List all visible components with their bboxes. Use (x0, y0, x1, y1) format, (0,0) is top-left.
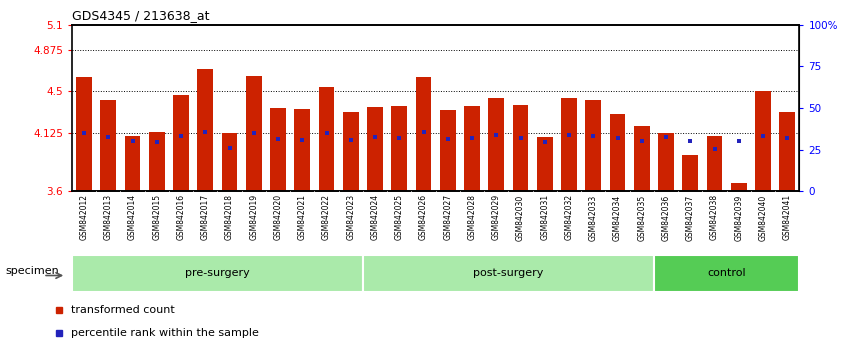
Bar (585, 100, 602, 191)
Text: GSM842027: GSM842027 (443, 194, 453, 240)
Text: GSM842035: GSM842035 (637, 194, 646, 240)
Text: GSM842019: GSM842019 (250, 194, 258, 240)
Bar (488, 98, 504, 191)
Bar (658, 133, 674, 191)
Text: GSM842034: GSM842034 (613, 194, 622, 240)
Bar (367, 107, 383, 191)
Bar (294, 109, 310, 191)
Text: GSM842039: GSM842039 (734, 194, 744, 240)
Bar (513, 105, 529, 191)
Bar (654, 255, 799, 292)
Bar (706, 136, 722, 191)
Text: GSM842040: GSM842040 (759, 194, 767, 240)
Text: GSM842017: GSM842017 (201, 194, 210, 240)
Text: GSM842020: GSM842020 (273, 194, 283, 240)
Text: GSM842021: GSM842021 (298, 194, 307, 240)
Text: control: control (707, 268, 746, 279)
Bar (415, 77, 431, 191)
Text: GSM842012: GSM842012 (80, 194, 89, 240)
Text: GSM842031: GSM842031 (541, 194, 549, 240)
Bar (440, 110, 456, 191)
Bar (779, 113, 795, 191)
Bar (363, 255, 654, 292)
Bar (222, 133, 238, 191)
Bar (76, 77, 92, 191)
Text: GSM842022: GSM842022 (322, 194, 331, 240)
Text: GSM842014: GSM842014 (128, 194, 137, 240)
Text: GSM842024: GSM842024 (371, 194, 380, 240)
Text: pre-surgery: pre-surgery (185, 268, 250, 279)
Text: GSM842018: GSM842018 (225, 194, 234, 240)
Bar (755, 91, 771, 191)
Bar (246, 76, 261, 191)
Text: GSM842037: GSM842037 (686, 194, 695, 240)
Bar (197, 69, 213, 191)
Text: GDS4345 / 213638_at: GDS4345 / 213638_at (72, 9, 210, 22)
Text: GSM842028: GSM842028 (468, 194, 476, 240)
Bar (72, 255, 363, 292)
Text: GSM842025: GSM842025 (395, 194, 404, 240)
Text: GSM842032: GSM842032 (564, 194, 574, 240)
Text: post-surgery: post-surgery (473, 268, 544, 279)
Bar (270, 108, 286, 191)
Text: GSM842033: GSM842033 (589, 194, 598, 240)
Text: specimen: specimen (6, 267, 59, 276)
Bar (124, 136, 140, 191)
Text: GSM842026: GSM842026 (419, 194, 428, 240)
Text: GSM842030: GSM842030 (516, 194, 525, 240)
Bar (343, 113, 359, 191)
Bar (101, 100, 116, 191)
Bar (464, 106, 480, 191)
Bar (634, 126, 650, 191)
Bar (683, 155, 698, 191)
Text: percentile rank within the sample: percentile rank within the sample (71, 328, 259, 338)
Text: GSM842038: GSM842038 (710, 194, 719, 240)
Bar (319, 87, 334, 191)
Text: GSM842029: GSM842029 (492, 194, 501, 240)
Bar (173, 95, 189, 191)
Text: GSM842016: GSM842016 (177, 194, 185, 240)
Bar (561, 98, 577, 191)
Text: GSM842041: GSM842041 (783, 194, 792, 240)
Bar (537, 137, 552, 191)
Text: GSM842015: GSM842015 (152, 194, 162, 240)
Text: GSM842013: GSM842013 (104, 194, 113, 240)
Text: transformed count: transformed count (71, 305, 175, 315)
Text: GSM842036: GSM842036 (662, 194, 671, 240)
Text: GSM842023: GSM842023 (346, 194, 355, 240)
Bar (149, 132, 165, 191)
Bar (392, 106, 407, 191)
Bar (731, 183, 747, 191)
Bar (610, 114, 625, 191)
